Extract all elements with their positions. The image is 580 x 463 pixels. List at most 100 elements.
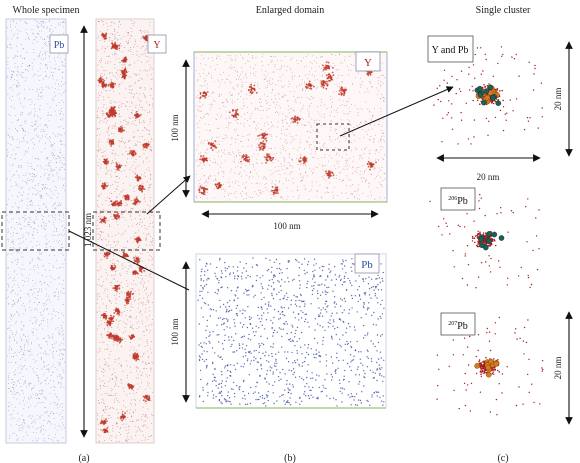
atom-dot <box>37 56 39 58</box>
atom-dot <box>255 129 257 131</box>
atom-dot <box>273 126 275 128</box>
atom-dot <box>45 64 47 66</box>
atom-dot <box>56 351 58 352</box>
atom-dot <box>137 255 139 257</box>
atom-dot <box>111 213 112 215</box>
atom-dot <box>40 118 42 120</box>
cluster-atom-dot <box>104 187 106 190</box>
atom-dot <box>43 183 45 185</box>
atom-dot <box>54 366 56 368</box>
atom-dot <box>27 221 29 223</box>
atom-dot <box>53 204 55 205</box>
atom-dot <box>38 397 39 399</box>
atom-dot <box>346 168 348 170</box>
atom-dot <box>114 31 116 33</box>
atom-dot <box>135 74 137 75</box>
atom-dot <box>18 192 20 194</box>
atom-dot <box>115 397 117 399</box>
atom-dot <box>103 209 105 211</box>
atom-dot <box>146 299 148 301</box>
atom-dot <box>14 153 16 155</box>
atom-dot <box>40 92 42 94</box>
atom-dot <box>27 162 29 164</box>
atom-dot <box>282 113 284 115</box>
atom-dot <box>20 65 22 67</box>
atom-dot <box>116 408 118 410</box>
atom-dot <box>61 111 63 113</box>
atom-dot <box>102 46 104 48</box>
atom-dot <box>148 69 150 71</box>
atom-dot <box>147 233 149 235</box>
atom-dot <box>16 22 18 24</box>
atom-dot <box>55 68 57 69</box>
atom-dot <box>62 224 64 226</box>
atom-dot <box>137 383 139 385</box>
atom-dot <box>146 341 148 342</box>
cluster-atom-dot <box>110 85 113 88</box>
atom-dot <box>59 157 61 159</box>
cluster-atom-dot <box>112 45 115 48</box>
atom-dot <box>144 127 146 129</box>
atom-dot <box>228 123 230 125</box>
atom-dot <box>15 153 17 155</box>
atom-dot <box>354 195 356 197</box>
atom-dot <box>97 415 98 417</box>
atom-dot <box>285 115 286 117</box>
atom-dot <box>18 287 20 289</box>
atom-dot <box>131 358 133 360</box>
atom-dot <box>9 136 10 138</box>
atom-dot <box>62 369 64 371</box>
atom-dot <box>126 272 128 274</box>
atom-dot <box>329 129 331 131</box>
atom-dot <box>106 167 108 168</box>
cluster-atom-dot <box>134 352 137 355</box>
cluster-atom-dot <box>123 252 126 255</box>
atom-dot <box>53 389 55 391</box>
atom-dot <box>135 247 137 249</box>
atom-dot <box>44 172 46 174</box>
atom-dot <box>31 323 33 325</box>
cluster-atom-dot <box>142 399 145 402</box>
atom-dot <box>20 194 22 196</box>
atom-dot <box>150 368 152 370</box>
atom-dot <box>25 69 26 70</box>
atom-dot <box>138 326 140 328</box>
atom-dot <box>47 322 49 324</box>
atom-dot <box>42 221 44 223</box>
atom-dot <box>21 321 23 323</box>
atom-dot <box>60 412 62 414</box>
atom-dot <box>102 372 104 374</box>
atom-dot <box>110 407 112 409</box>
atom-dot <box>127 108 129 110</box>
atom-dot <box>229 199 231 201</box>
atom-dot <box>8 221 10 223</box>
atom-dot <box>118 104 120 106</box>
atom-dot <box>339 82 341 84</box>
atom-dot <box>97 225 99 227</box>
atom-dot <box>41 24 42 26</box>
atom-dot <box>131 326 133 328</box>
atom-dot <box>128 425 130 427</box>
atom-dot <box>98 35 99 37</box>
atom-dot <box>351 192 353 194</box>
atom-dot <box>18 243 20 245</box>
atom-dot <box>122 371 124 372</box>
atom-dot <box>25 218 27 220</box>
atom-dot <box>150 256 152 258</box>
atom-dot <box>48 220 50 222</box>
atom-dot <box>16 37 18 39</box>
cluster-atom-dot <box>115 310 117 313</box>
atom-dot <box>36 403 38 405</box>
atom-dot <box>32 221 34 223</box>
atom-dot <box>11 165 13 167</box>
atom-dot <box>139 141 141 143</box>
atom-dot <box>345 138 347 139</box>
cluster-atom-dot <box>100 79 103 82</box>
atom-dot <box>13 383 15 385</box>
atom-dot <box>10 330 12 331</box>
atom-dot <box>117 412 119 414</box>
atom-dot <box>119 141 121 143</box>
atom-dot <box>44 365 46 367</box>
atom-dot <box>125 330 127 332</box>
atom-dot <box>11 315 13 317</box>
